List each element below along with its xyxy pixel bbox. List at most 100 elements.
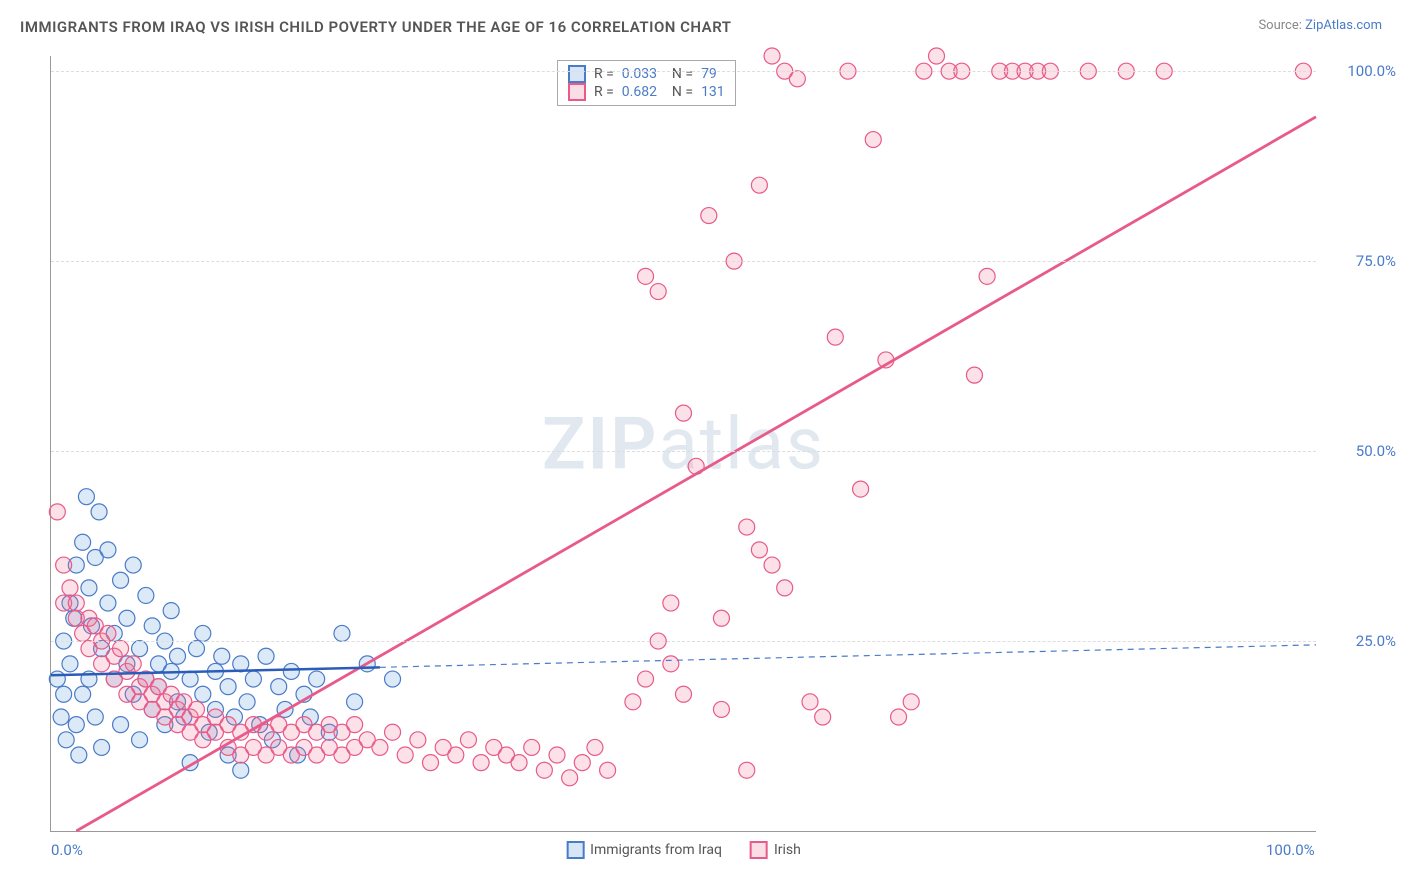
point-pink [600,762,616,778]
point-blue [100,542,116,558]
point-blue [271,679,287,695]
point-pink [511,755,527,771]
point-pink [676,686,692,702]
point-pink [663,656,679,672]
point-pink [638,268,654,284]
swatch-blue-icon [566,841,584,859]
point-blue [347,694,363,710]
point-pink [587,739,603,755]
point-blue [113,717,129,733]
point-pink [865,132,881,148]
point-pink [423,755,439,771]
point-blue [58,732,74,748]
x-tick-label: 100.0% [1266,841,1315,859]
legend-item-pink: Irish [750,841,801,859]
point-blue [163,603,179,619]
point-pink [473,755,489,771]
point-pink [663,595,679,611]
legend-label-blue: Immigrants from Iraq [590,842,722,858]
point-pink [562,770,578,786]
point-pink [125,656,141,672]
legend-bottom: Immigrants from Iraq Irish [566,841,801,859]
point-pink [62,580,78,596]
point-pink [966,367,982,383]
y-tick-label: 50.0% [1326,442,1396,460]
regression-line-blue-dashed [380,645,1316,667]
point-pink [574,755,590,771]
point-pink [113,641,129,657]
point-blue [75,534,91,550]
point-blue [119,610,135,626]
point-blue [100,595,116,611]
point-pink [764,557,780,573]
point-blue [170,648,186,664]
point-blue [49,671,65,687]
point-blue [132,641,148,657]
gridline [51,641,1316,642]
gridline [51,261,1316,262]
point-pink [448,747,464,763]
point-pink [789,71,805,87]
regression-line-pink [76,117,1316,831]
point-pink [524,739,540,755]
point-blue [113,572,129,588]
point-pink [764,48,780,64]
point-pink [100,625,116,641]
point-pink [739,762,755,778]
point-blue [53,709,69,725]
point-pink [68,595,84,611]
source-attribution: Source: ZipAtlas.com [1258,18,1382,33]
chart-title: IMMIGRANTS FROM IRAQ VS IRISH CHILD POVE… [20,18,731,36]
point-blue [309,671,325,687]
point-blue [245,671,261,687]
point-blue [220,679,236,695]
point-pink [188,701,204,717]
swatch-pink-icon [750,841,768,859]
point-blue [188,641,204,657]
y-tick-label: 100.0% [1326,62,1396,80]
point-pink [410,732,426,748]
point-pink [347,717,363,733]
point-blue [62,656,78,672]
point-pink [751,542,767,558]
chart-svg [51,56,1316,831]
point-pink [701,208,717,224]
y-tick-label: 75.0% [1326,252,1396,270]
point-blue [125,557,141,573]
point-blue [78,489,94,505]
point-pink [903,694,919,710]
legend-item-blue: Immigrants from Iraq [566,841,722,859]
point-pink [549,747,565,763]
point-blue [195,686,211,702]
point-blue [71,747,87,763]
point-pink [676,405,692,421]
point-blue [182,671,198,687]
point-pink [625,694,641,710]
point-blue [81,580,97,596]
gridline [51,451,1316,452]
point-pink [853,481,869,497]
point-pink [929,48,945,64]
point-pink [891,709,907,725]
point-pink [638,671,654,687]
x-tick-label: 0.0% [51,841,83,859]
point-blue [94,739,110,755]
point-blue [91,504,107,520]
point-blue [334,625,350,641]
point-pink [460,732,476,748]
point-pink [827,329,843,345]
source-link[interactable]: ZipAtlas.com [1305,18,1382,33]
y-tick-label: 25.0% [1326,632,1396,650]
point-blue [68,717,84,733]
point-pink [650,284,666,300]
point-pink [713,610,729,626]
point-blue [214,648,230,664]
point-blue [56,686,72,702]
point-pink [536,762,552,778]
point-blue [132,732,148,748]
gridline [51,71,1316,72]
point-pink [815,709,831,725]
point-blue [385,671,401,687]
point-pink [751,177,767,193]
point-pink [713,701,729,717]
